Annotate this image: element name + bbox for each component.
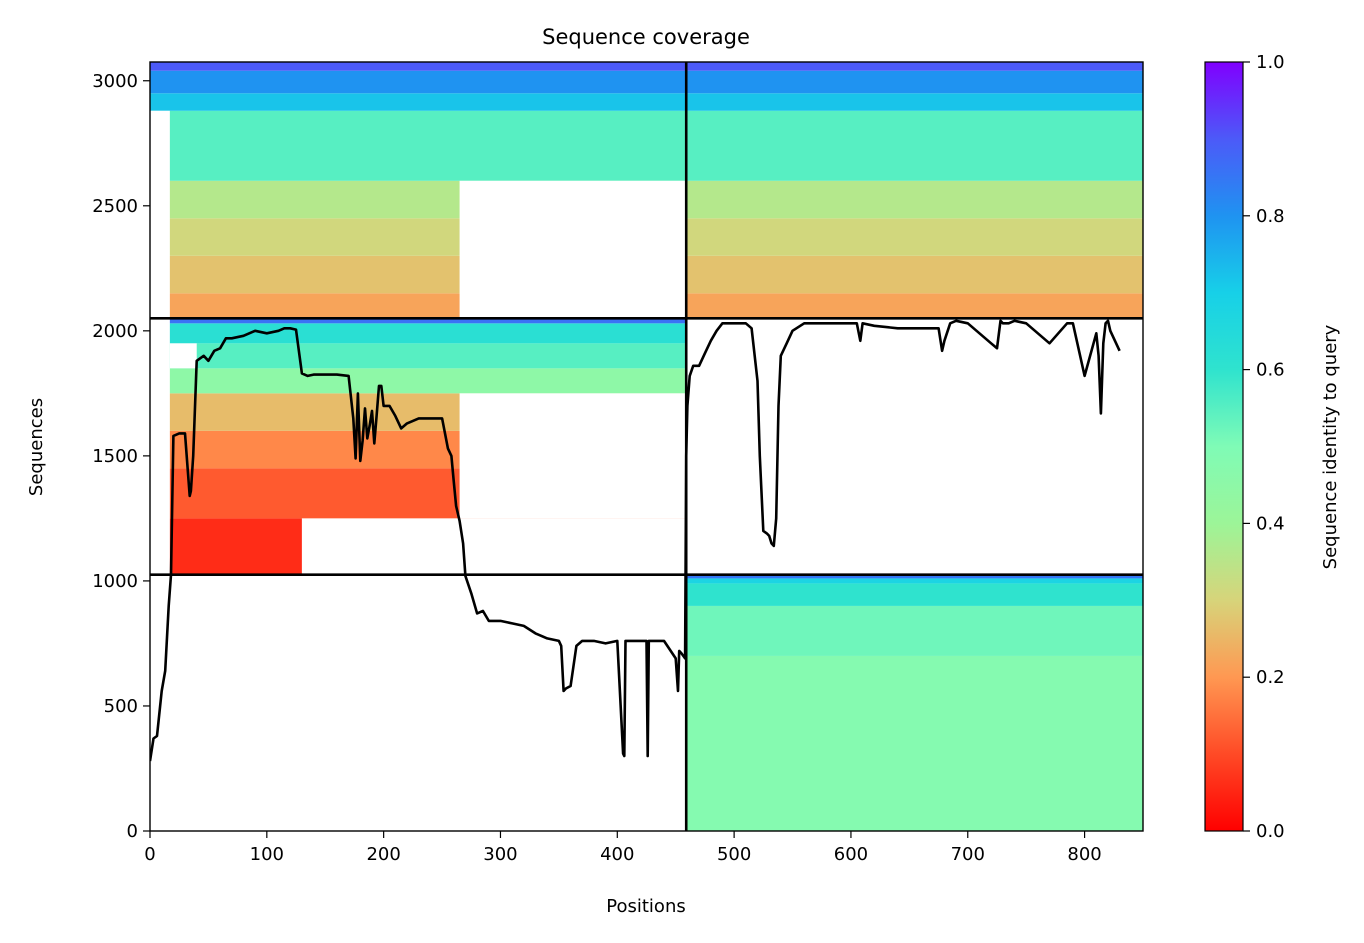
- msa-block: [686, 574, 1143, 831]
- identity-band: [686, 605, 1143, 656]
- identity-band: [686, 255, 1143, 294]
- x-tick-label: 800: [1067, 844, 1101, 865]
- y-tick-label: 2000: [92, 321, 138, 342]
- msa-block: [150, 62, 687, 319]
- gap-region: [459, 180, 687, 319]
- x-tick-label: 700: [951, 844, 985, 865]
- x-tick-label: 0: [144, 844, 155, 865]
- plot-frame: [149, 61, 1144, 832]
- gap-region: [150, 318, 170, 575]
- identity-band: [150, 70, 687, 94]
- colorbar-tick-label: 0.8: [1256, 206, 1285, 227]
- identity-band: [686, 655, 1143, 831]
- y-tick-label: 500: [104, 696, 138, 717]
- identity-band: [686, 293, 1143, 319]
- coverage-line: [150, 319, 1121, 762]
- y-axis-ticks: 0 500 1000 1500 2000 2500 3000: [92, 71, 150, 842]
- colorbar-ticks: 0.0 0.2 0.4 0.6 0.8 1.0: [1243, 52, 1285, 842]
- colorbar-tick-label: 0.4: [1256, 513, 1285, 534]
- identity-band: [686, 62, 1143, 71]
- identity-band: [686, 218, 1143, 256]
- identity-band: [150, 368, 687, 394]
- colorbar-tick-label: 1.0: [1256, 52, 1285, 73]
- gap-region: [169, 343, 197, 369]
- y-tick-label: 3000: [92, 71, 138, 92]
- y-tick-label: 0: [127, 821, 138, 842]
- identity-band: [150, 343, 687, 369]
- colorbar-label: Sequence identity to query: [1320, 324, 1341, 569]
- msa-block: [150, 318, 687, 575]
- chart-title: Sequence coverage: [542, 25, 750, 49]
- colorbar: [1204, 61, 1244, 832]
- x-tick-label: 500: [717, 844, 751, 865]
- identity-band: [686, 583, 1143, 606]
- coverage-line-layer: [150, 319, 1121, 762]
- y-tick-label: 2500: [92, 196, 138, 217]
- identity-band: [686, 180, 1143, 219]
- x-tick-label: 200: [366, 844, 400, 865]
- identity-band: [686, 574, 1143, 579]
- x-tick-label: 600: [834, 844, 868, 865]
- identity-band: [686, 578, 1143, 584]
- x-tick-label: 100: [250, 844, 284, 865]
- x-tick-label: 400: [600, 844, 634, 865]
- x-tick-label: 300: [483, 844, 517, 865]
- msa-block: [686, 62, 1143, 319]
- identity-band: [686, 93, 1143, 111]
- y-axis-label: Sequences: [26, 398, 47, 496]
- block-dividers: [150, 62, 1143, 831]
- coverage-heatmap: [150, 62, 1143, 831]
- gap-region: [459, 393, 687, 519]
- x-axis-ticks: 0 100 200 300 400 500 600 700 800: [144, 831, 1102, 865]
- x-axis-label: Positions: [606, 896, 685, 917]
- colorbar-tick-label: 0.0: [1256, 821, 1285, 842]
- identity-band: [686, 110, 1143, 181]
- gap-region: [150, 110, 170, 319]
- identity-band: [150, 318, 687, 324]
- identity-band: [686, 70, 1143, 94]
- y-tick-label: 1500: [92, 446, 138, 467]
- y-tick-label: 1000: [92, 571, 138, 592]
- colorbar-tick-label: 0.2: [1256, 667, 1285, 688]
- gap-region: [301, 518, 687, 575]
- identity-band: [150, 110, 687, 181]
- identity-band: [150, 62, 687, 71]
- identity-band: [150, 323, 687, 344]
- identity-band: [150, 93, 687, 111]
- colorbar-tick-label: 0.6: [1256, 360, 1285, 381]
